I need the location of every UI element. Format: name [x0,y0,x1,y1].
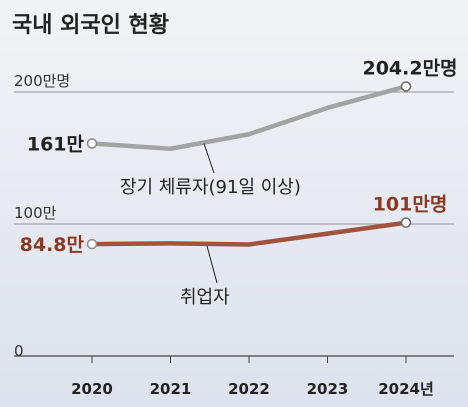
y-tick-label: 100만 [14,204,57,222]
series-name-label: 장기 체류자(91일 이상) [120,177,301,198]
series-leader-line [206,245,218,284]
series-name-label: 취업자 [180,287,230,308]
chart-title: 국내 외국인 현황 [12,13,169,38]
x-tick-label: 2020 [71,380,113,398]
y-tick-label: 200만명 [14,72,70,90]
series-leader-line [203,143,215,174]
series-line-0 [89,84,409,152]
x-tick-label: 2021 [150,380,192,398]
y-tick-label: 0 [14,342,24,360]
series-point-0 [400,81,412,92]
x-tick-label: 2023 [307,380,349,398]
end-value-label: 101만명 [373,194,448,216]
x-tick-label: 2024년 [378,380,434,398]
end-value-label: 204.2만명 [362,57,457,79]
series-line-1 [89,220,409,247]
start-value-label: 84.8만 [20,234,85,256]
series-point-1 [400,217,412,228]
start-value-label: 161만 [27,133,85,155]
series-point-1 [86,238,98,250]
x-tick-label: 2022 [228,380,270,398]
series-point-0 [86,138,98,149]
